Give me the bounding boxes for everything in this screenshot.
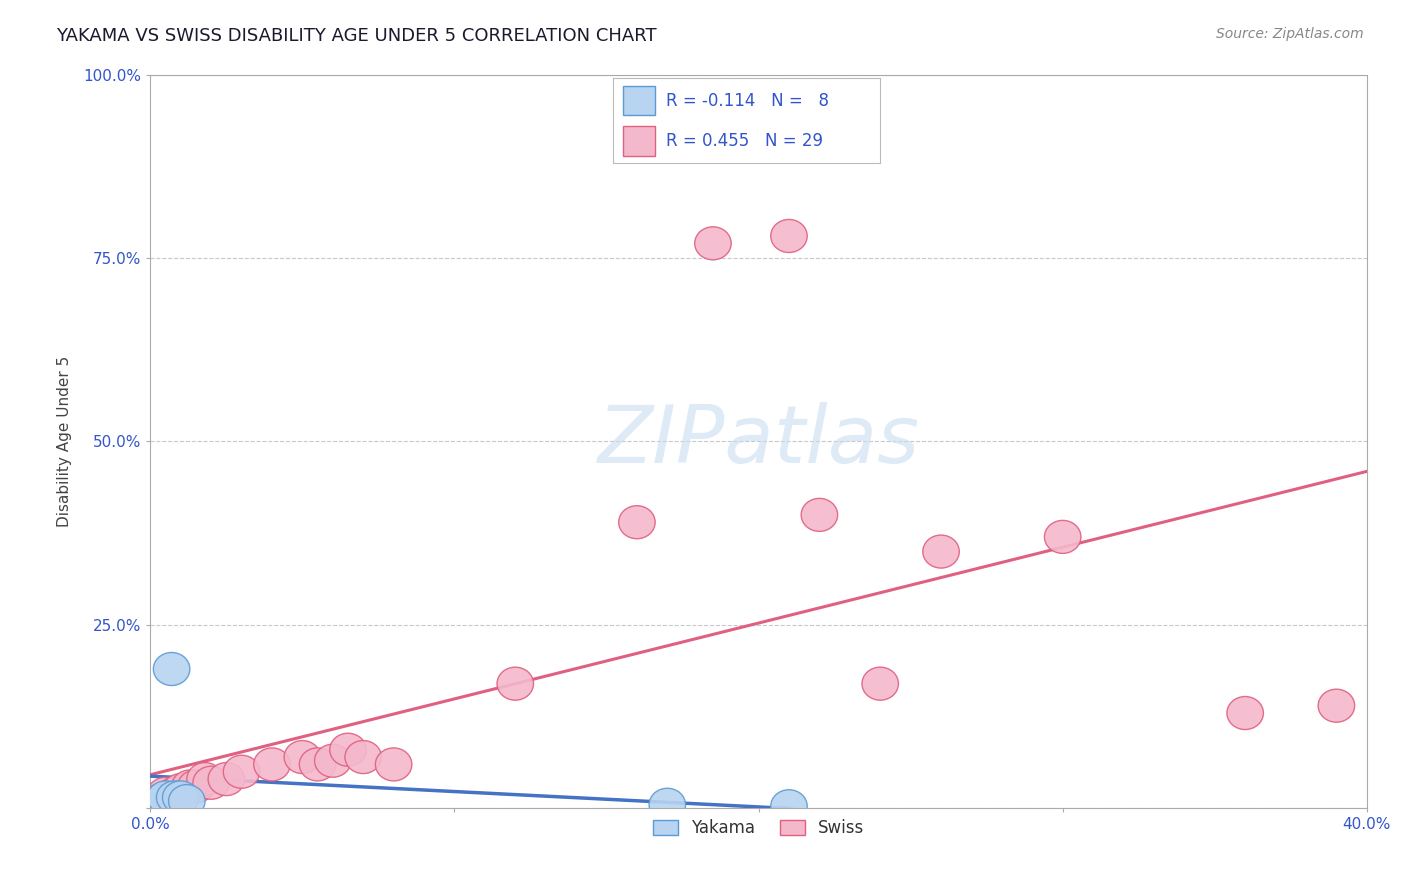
Ellipse shape: [138, 785, 174, 818]
Ellipse shape: [695, 227, 731, 260]
Ellipse shape: [801, 499, 838, 532]
Ellipse shape: [315, 744, 352, 777]
Ellipse shape: [375, 747, 412, 780]
Ellipse shape: [922, 535, 959, 568]
Ellipse shape: [141, 785, 177, 818]
Y-axis label: Disability Age Under 5: Disability Age Under 5: [58, 356, 72, 527]
Ellipse shape: [224, 756, 260, 789]
Ellipse shape: [770, 789, 807, 822]
Ellipse shape: [299, 747, 336, 780]
Ellipse shape: [619, 506, 655, 539]
Ellipse shape: [770, 219, 807, 252]
Ellipse shape: [1227, 697, 1264, 730]
Ellipse shape: [187, 763, 224, 796]
Ellipse shape: [172, 770, 208, 803]
Ellipse shape: [163, 773, 200, 806]
Ellipse shape: [862, 667, 898, 700]
Legend: Yakama, Swiss: Yakama, Swiss: [645, 813, 872, 844]
Text: ZIPatlas: ZIPatlas: [598, 402, 920, 481]
Ellipse shape: [1045, 520, 1081, 553]
Ellipse shape: [284, 740, 321, 773]
Text: Source: ZipAtlas.com: Source: ZipAtlas.com: [1216, 27, 1364, 41]
Ellipse shape: [496, 667, 533, 700]
Ellipse shape: [177, 770, 214, 803]
Ellipse shape: [163, 780, 200, 814]
Ellipse shape: [253, 747, 290, 780]
Ellipse shape: [208, 763, 245, 796]
Ellipse shape: [153, 652, 190, 686]
Ellipse shape: [344, 740, 381, 773]
Ellipse shape: [193, 766, 229, 799]
Text: YAKAMA VS SWISS DISABILITY AGE UNDER 5 CORRELATION CHART: YAKAMA VS SWISS DISABILITY AGE UNDER 5 C…: [56, 27, 657, 45]
Ellipse shape: [169, 785, 205, 818]
Ellipse shape: [148, 780, 184, 814]
Ellipse shape: [156, 777, 193, 810]
Ellipse shape: [148, 777, 184, 810]
Ellipse shape: [330, 733, 366, 766]
Ellipse shape: [650, 789, 686, 822]
Ellipse shape: [153, 780, 190, 814]
Ellipse shape: [1319, 690, 1354, 723]
Ellipse shape: [145, 789, 181, 822]
Ellipse shape: [156, 780, 193, 814]
